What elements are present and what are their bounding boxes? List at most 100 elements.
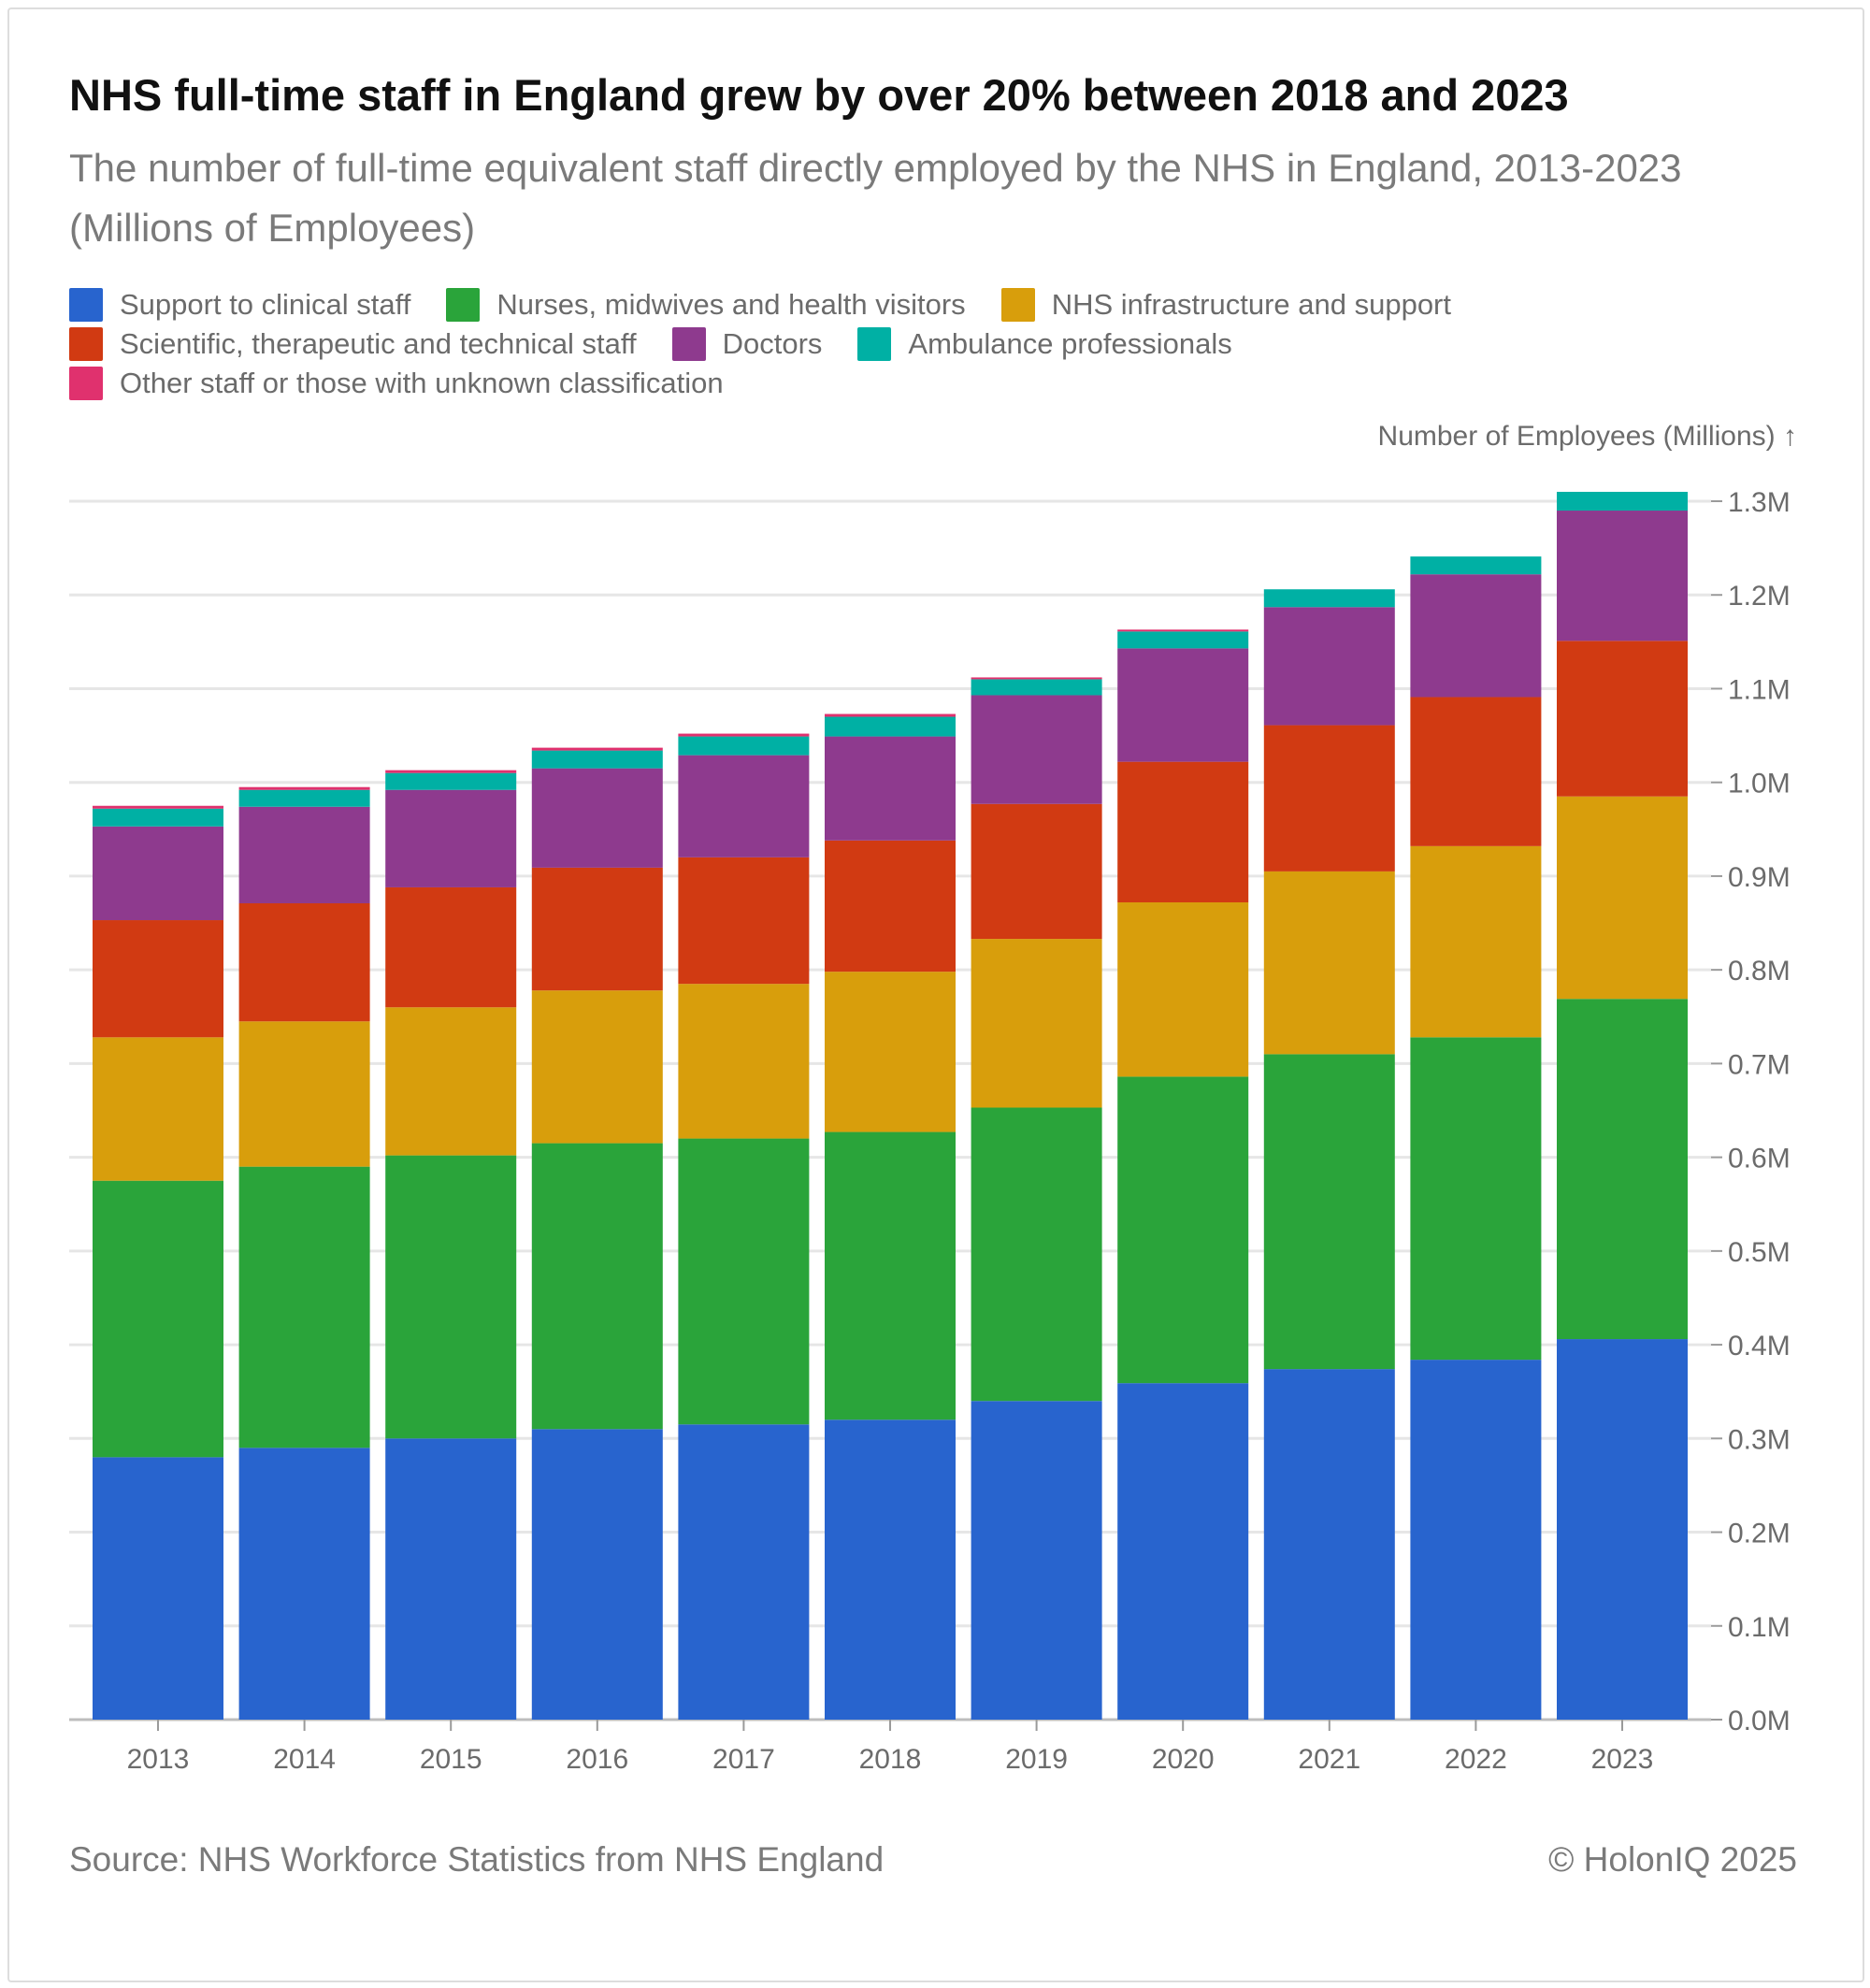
bar-segment <box>825 716 956 737</box>
x-tick-label: 2020 <box>1152 1744 1215 1775</box>
bar-segment <box>825 972 956 1132</box>
y-tick-label: 0.3M <box>1728 1424 1791 1455</box>
x-tick-label: 2023 <box>1591 1744 1654 1775</box>
bar-segment <box>1117 629 1249 632</box>
x-tick-label: 2022 <box>1445 1744 1507 1775</box>
legend-label: Doctors <box>722 327 823 360</box>
bar-segment <box>385 1438 517 1720</box>
bar-segment <box>678 736 810 756</box>
y-tick-label: 1.3M <box>1728 487 1791 518</box>
bar-segment <box>971 939 1102 1108</box>
bar-segment <box>1263 725 1395 872</box>
bar-segment <box>1410 574 1542 698</box>
legend-swatch <box>1000 288 1035 322</box>
legend-row: Other staff or those with unknown classi… <box>69 364 1827 403</box>
bar-segment <box>678 984 810 1139</box>
bar-segment <box>385 770 517 773</box>
y-axis-title: Number of Employees (Millions) ↑ <box>1377 421 1797 452</box>
legend-label: Support to clinical staff <box>120 288 411 321</box>
bar-segment <box>1263 871 1395 1055</box>
legend-label: Other staff or those with unknown classi… <box>120 367 724 399</box>
bar-segment <box>385 772 517 790</box>
bar-segment <box>1117 761 1249 902</box>
bar-segment <box>825 736 956 841</box>
bar-segment <box>1557 491 1688 511</box>
bar-segment <box>531 768 663 868</box>
bar-segment <box>531 1429 663 1720</box>
bar-segment <box>825 840 956 972</box>
legend-item-other[interactable]: Other staff or those with unknown classi… <box>69 367 724 400</box>
legend-label: Nurses, midwives and health visitors <box>496 288 966 321</box>
y-tick-label: 0.7M <box>1728 1049 1791 1080</box>
y-tick-label: 0.0M <box>1728 1706 1791 1736</box>
legend-item-infrastructure[interactable]: NHS infrastructure and support <box>1000 288 1451 322</box>
bar-segment <box>1410 1360 1542 1720</box>
bar-segment <box>93 826 223 921</box>
x-tick-label: 2018 <box>859 1744 922 1775</box>
legend-item-support-clinical[interactable]: Support to clinical staff <box>69 288 410 322</box>
legend-item-scientific[interactable]: Scientific, therapeutic and technical st… <box>69 327 637 361</box>
bar-segment <box>1557 796 1688 1000</box>
bar-segment <box>385 789 517 887</box>
bar-segment <box>1410 845 1542 1038</box>
x-tick-label: 2013 <box>127 1744 190 1775</box>
bar-segment <box>825 1131 956 1420</box>
legend-item-ambulance[interactable]: Ambulance professionals <box>857 327 1232 361</box>
bar-segment <box>531 750 663 769</box>
bar-segment <box>385 886 517 1008</box>
y-tick-label: 0.8M <box>1728 956 1791 987</box>
legend-label: NHS infrastructure and support <box>1051 288 1451 321</box>
bar-segment <box>678 1138 810 1425</box>
bar-segment <box>238 786 370 790</box>
x-tick-label: 2016 <box>566 1744 628 1775</box>
bar-segment <box>531 747 663 751</box>
legend-swatch <box>857 327 892 361</box>
legend-swatch <box>69 367 103 400</box>
bar-segment <box>531 867 663 991</box>
bar-segment <box>238 1166 370 1448</box>
bar-segment <box>1117 631 1249 649</box>
y-tick-label: 1.2M <box>1728 581 1791 612</box>
bar-segment <box>238 1021 370 1167</box>
legend-swatch <box>69 288 103 322</box>
bar-segment <box>93 1037 223 1181</box>
bar-segment <box>93 805 223 809</box>
bar-segment <box>93 920 223 1038</box>
bar-segment <box>1557 641 1688 797</box>
legend-row: Scientific, therapeutic and technical st… <box>69 324 1827 364</box>
legend-item-doctors[interactable]: Doctors <box>671 327 823 361</box>
x-tick-label: 2017 <box>712 1744 775 1775</box>
bar-segment <box>1117 1383 1249 1720</box>
bar-segment <box>238 806 370 903</box>
bar-segment <box>1410 556 1542 575</box>
legend: Support to clinical staff Nurses, midwiv… <box>69 285 1827 403</box>
bar-segment <box>1263 1054 1395 1370</box>
bar-segment <box>1263 589 1395 608</box>
bar-segment <box>238 789 370 807</box>
bar-segment <box>971 695 1102 804</box>
bar-segment <box>531 1143 663 1430</box>
bar-segment <box>1410 697 1542 846</box>
bar-segment <box>238 1448 370 1720</box>
y-tick-label: 1.0M <box>1728 769 1791 800</box>
bar-segment <box>678 755 810 857</box>
y-tick-label: 0.2M <box>1728 1519 1791 1549</box>
x-tick-label: 2021 <box>1298 1744 1360 1775</box>
bar-segment <box>385 1007 517 1156</box>
bar-segment <box>385 1155 517 1439</box>
y-tick-label: 0.6M <box>1728 1144 1791 1174</box>
bar-segment <box>93 808 223 827</box>
bar-segment <box>93 1180 223 1458</box>
legend-item-nurses[interactable]: Nurses, midwives and health visitors <box>446 288 966 322</box>
bar-segment <box>1410 1037 1542 1361</box>
copyright-note: © HolonIQ 2025 <box>1548 1840 1797 1879</box>
bar-segment <box>971 1107 1102 1402</box>
bar-segment <box>971 803 1102 940</box>
chart-subtitle: The number of full-time equivalent staff… <box>69 146 1682 250</box>
bar-segment <box>1557 1339 1688 1720</box>
legend-label: Ambulance professionals <box>908 327 1232 360</box>
y-tick-label: 0.4M <box>1728 1331 1791 1361</box>
bar-segment <box>1263 1369 1395 1720</box>
bar-segment <box>971 1401 1102 1720</box>
